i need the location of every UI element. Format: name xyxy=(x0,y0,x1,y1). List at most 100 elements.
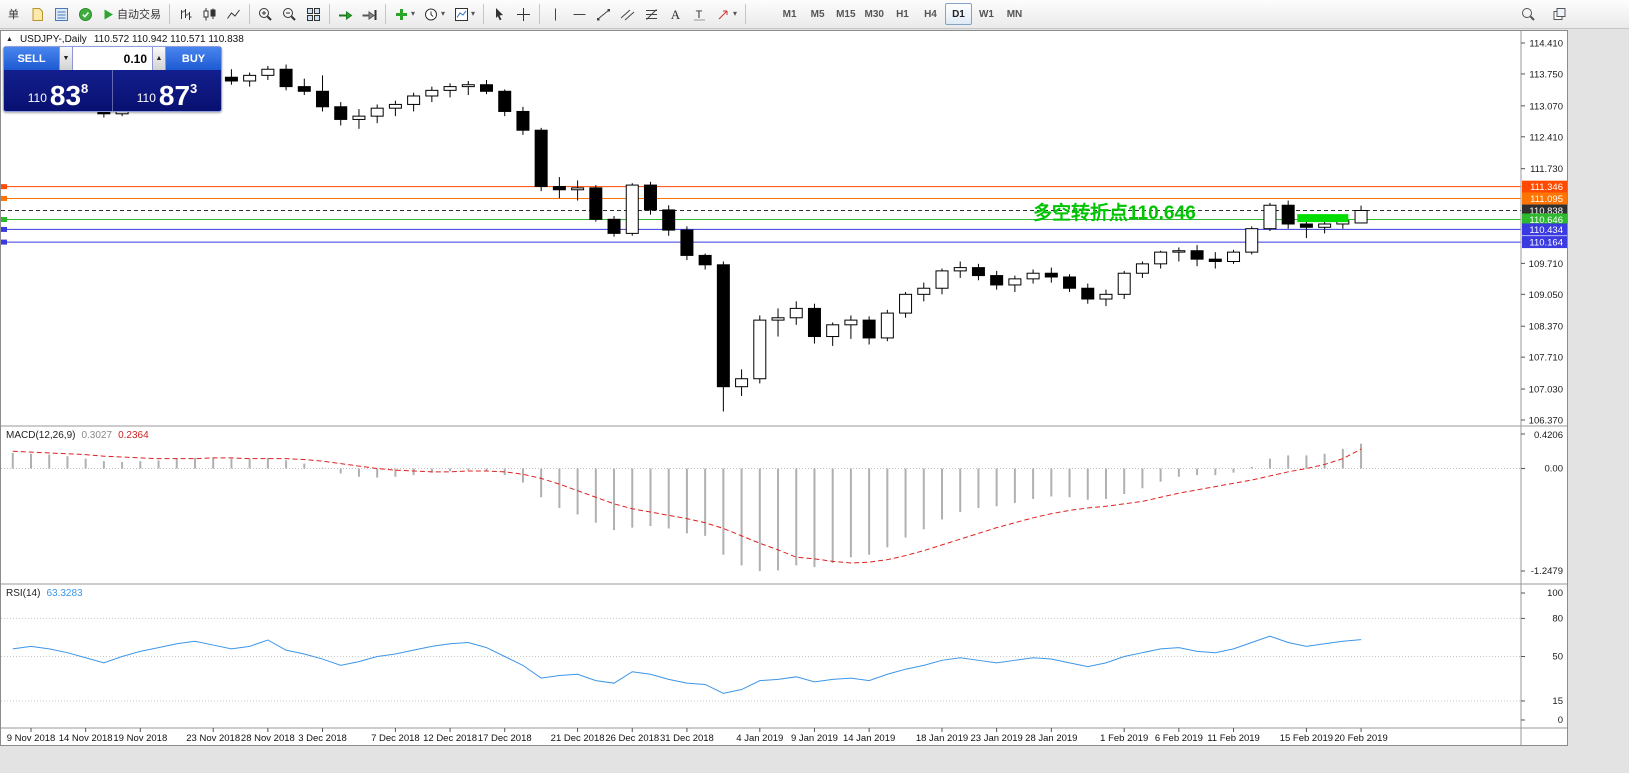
chart-shift-button[interactable] xyxy=(358,2,381,26)
svg-text:T: T xyxy=(696,9,703,21)
indicators-button[interactable]: ▾ xyxy=(390,2,419,26)
crosshair-icon xyxy=(517,7,531,21)
svg-text:31 Dec 2018: 31 Dec 2018 xyxy=(660,733,714,744)
new-order-button[interactable]: 单 xyxy=(2,2,25,26)
trendline-tool-button[interactable] xyxy=(592,2,615,26)
price-axis: 114.410 113.750 113.070 112.410 111.730 109.7… xyxy=(1521,39,1567,426)
svg-text:112.410: 112.410 xyxy=(1529,132,1563,143)
svg-text:26 Dec 2018: 26 Dec 2018 xyxy=(605,733,659,744)
indicators-plus-icon xyxy=(396,8,407,20)
macd-name: MACD(12,26,9) xyxy=(6,430,76,441)
svg-text:3 Dec 2018: 3 Dec 2018 xyxy=(298,733,347,744)
timeframe-h1-button[interactable]: H1 xyxy=(889,3,916,25)
sell-button[interactable]: SELL xyxy=(4,47,59,70)
caret-down-icon: ▾ xyxy=(471,9,476,18)
templates-button[interactable]: ▾ xyxy=(450,2,479,26)
timeframe-w1-button[interactable]: W1 xyxy=(973,3,1000,25)
vertical-line-tool-button[interactable] xyxy=(544,2,567,26)
lot-increase-button[interactable]: ▲ xyxy=(152,47,166,70)
sell-price-big: 83 xyxy=(49,80,82,111)
autoscroll-arrow-icon xyxy=(339,10,353,20)
fibonacci-icon xyxy=(646,8,658,20)
sell-price[interactable]: 110 83 8 xyxy=(4,70,113,111)
timeframe-m30-button[interactable]: M30 xyxy=(861,3,888,25)
text-icon: A xyxy=(671,7,681,22)
arrows-tool-button[interactable]: ▾ xyxy=(712,2,741,26)
macd-indicator-label: MACD(12,26,9) 0.3027 0.2364 xyxy=(6,430,149,441)
svg-text:6 Feb 2019: 6 Feb 2019 xyxy=(1155,733,1203,744)
autotrading-button[interactable]: 自动交易 xyxy=(98,2,165,26)
svg-text:114.410: 114.410 xyxy=(1529,39,1563,50)
zoom-in-icon xyxy=(259,7,272,21)
separator xyxy=(539,4,541,24)
zoom-out-icon xyxy=(283,7,296,21)
timeframe-mn-button[interactable]: MN xyxy=(1001,3,1028,25)
rsi-pane: 100 80 50 15 0 xyxy=(1,588,1563,726)
svg-text:107.710: 107.710 xyxy=(1529,353,1563,364)
new-ch art-button[interactable] xyxy=(26,2,49,26)
svg-text:7 Dec 2018: 7 Dec 2018 xyxy=(371,733,420,744)
horizontal-line-tool-button[interactable] xyxy=(568,2,591,26)
svg-text:113.750: 113.750 xyxy=(1529,69,1563,80)
svg-text:110.646: 110.646 xyxy=(1529,215,1563,226)
candlestick-chart-icon xyxy=(203,7,216,20)
fibonacci-tool-button[interactable] xyxy=(640,2,663,26)
text-label-tool-button[interactable]: T xyxy=(688,2,711,26)
svg-text:0: 0 xyxy=(1558,715,1563,726)
chart-ohlc: 110.572 110.942 110.571 110.838 xyxy=(93,34,244,45)
tile-windows-button[interactable] xyxy=(302,2,325,26)
market-depth-button[interactable] xyxy=(50,2,73,26)
svg-text:9 Nov 2018: 9 Nov 2018 xyxy=(7,733,56,744)
autoscroll-button[interactable] xyxy=(334,2,357,26)
macd-pane: 0.4206 0.00 -1.2479 xyxy=(1,430,1563,577)
one-click-trading-panel: SELL ▼ ▲ BUY 110 83 8 110 87 3 xyxy=(3,46,222,112)
svg-text:15 Feb 2019: 15 Feb 2019 xyxy=(1280,733,1333,744)
svg-text:106.370: 106.370 xyxy=(1529,415,1563,426)
bar-chart-button[interactable] xyxy=(174,2,197,26)
timeframe-d1-button[interactable]: D1 xyxy=(944,3,972,25)
navigator-button[interactable] xyxy=(74,2,97,26)
lot-size-input[interactable] xyxy=(73,47,152,70)
chart-canvas[interactable]: 114.410 113.750 113.070 112.410 111.730 109.7… xyxy=(1,31,1567,745)
timeframe-m1-button[interactable]: M1 xyxy=(776,3,803,25)
sell-price-sup: 8 xyxy=(81,81,89,96)
timeframe-h4-button[interactable]: H4 xyxy=(917,3,944,25)
line-chart-button[interactable] xyxy=(222,2,245,26)
chart-window: 114.410 113.750 113.070 112.410 111.730 109.7… xyxy=(0,30,1568,746)
zoom-out-button[interactable] xyxy=(278,2,301,26)
svg-text:0.4206: 0.4206 xyxy=(1534,430,1563,441)
toolbar-right-group xyxy=(1517,2,1571,26)
svg-text:111.346: 111.346 xyxy=(1530,182,1563,193)
svg-text:14 Jan 2019: 14 Jan 2019 xyxy=(843,733,895,744)
buy-button[interactable]: BUY xyxy=(166,47,221,70)
trade-prices-row: 110 83 8 110 87 3 xyxy=(4,70,221,111)
lot-decrease-button[interactable]: ▼ xyxy=(59,47,73,70)
chart-title: USDJPY-,Daily xyxy=(19,34,87,45)
candlestick-chart-button[interactable] xyxy=(198,2,221,26)
green-circle-icon xyxy=(79,7,92,21)
chart-shift-icon xyxy=(362,9,377,20)
text-tool-button[interactable]: A xyxy=(664,2,687,26)
caret-down-icon: ▼ xyxy=(62,55,70,62)
timeframe-m15-button[interactable]: M15 xyxy=(832,3,859,25)
crosshair-button[interactable] xyxy=(512,2,535,26)
bar-chart-icon xyxy=(181,8,192,20)
caret-down-icon: ▾ xyxy=(733,9,738,18)
pivot-annotation-text: 多空转折点110.646 xyxy=(1033,203,1196,224)
candles-layer xyxy=(6,64,1368,412)
zoom-in-button[interactable] xyxy=(254,2,277,26)
windows-button[interactable] xyxy=(1548,2,1571,26)
cursor-button[interactable] xyxy=(488,2,511,26)
caret-down-icon: ▾ xyxy=(411,9,416,18)
periods-button[interactable]: ▾ xyxy=(420,2,449,26)
buy-price[interactable]: 110 87 3 xyxy=(113,70,221,111)
channel-tool-button[interactable] xyxy=(616,2,639,26)
rsi-name: RSI(14) xyxy=(6,588,41,599)
search-button[interactable] xyxy=(1517,2,1540,26)
timeframe-m5-button[interactable]: M5 xyxy=(804,3,831,25)
svg-text:80: 80 xyxy=(1552,613,1563,624)
svg-text:28 Nov 2018: 28 Nov 2018 xyxy=(241,733,295,744)
separator xyxy=(483,4,485,24)
template-icon xyxy=(455,7,469,21)
macd-main-value: 0.3027 xyxy=(81,430,113,441)
